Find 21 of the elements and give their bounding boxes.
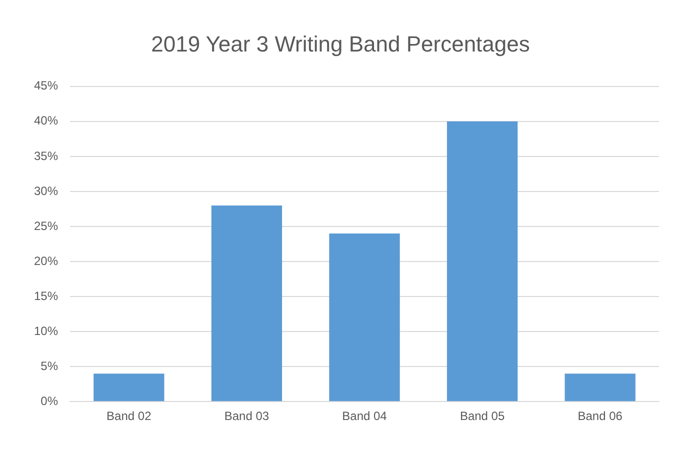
bar bbox=[94, 374, 164, 402]
y-tick-label: 35% bbox=[34, 148, 58, 163]
x-tick-label: Band 02 bbox=[106, 409, 152, 424]
x-tick-label: Band 06 bbox=[578, 409, 623, 424]
x-tick-label: Band 05 bbox=[460, 409, 505, 424]
x-tick-label: Band 03 bbox=[224, 409, 270, 424]
chart-title: 2019 Year 3 Writing Band Percentages bbox=[151, 31, 530, 56]
y-tick-label: 40% bbox=[34, 114, 58, 128]
y-tick-label: 25% bbox=[34, 218, 58, 233]
y-tick-label: 0% bbox=[40, 394, 58, 408]
bar bbox=[329, 233, 400, 402]
x-tick-label: Band 04 bbox=[342, 409, 388, 424]
bar bbox=[446, 121, 518, 402]
bar bbox=[564, 374, 636, 402]
y-tick-label: 15% bbox=[34, 288, 58, 303]
y-tick-label: 20% bbox=[34, 254, 58, 268]
y-tick-label: 5% bbox=[40, 358, 58, 373]
y-tick-label: 10% bbox=[34, 324, 58, 338]
y-tick-label: 30% bbox=[34, 184, 58, 198]
y-tick-label: 45% bbox=[34, 78, 58, 93]
bar bbox=[211, 205, 282, 402]
